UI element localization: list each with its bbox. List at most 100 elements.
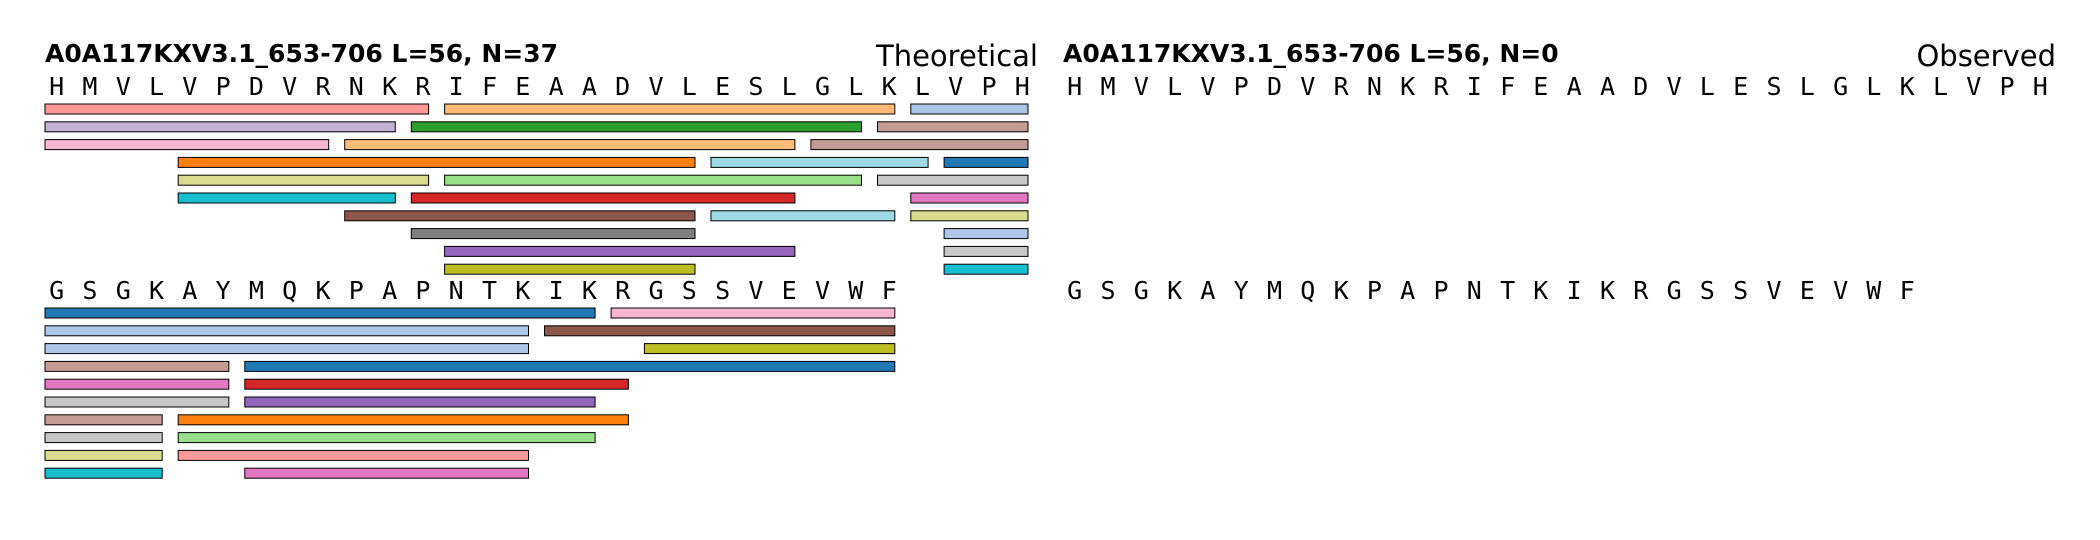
peptide-bar bbox=[244, 396, 596, 408]
peptide-bar bbox=[177, 156, 696, 168]
residue-letter: V bbox=[815, 276, 830, 305]
residue-letter: L bbox=[1800, 72, 1815, 101]
residue-letter: P bbox=[216, 72, 231, 101]
residue-letter: M bbox=[1100, 72, 1115, 101]
residue-letter: G bbox=[116, 276, 131, 305]
peptide-bar bbox=[910, 192, 1029, 204]
peptide-bar bbox=[44, 343, 529, 355]
residue-letter: W bbox=[848, 276, 864, 305]
residue-letter: Q bbox=[1300, 276, 1315, 305]
residue-letter: S bbox=[1700, 276, 1715, 305]
residue-letter: V bbox=[1300, 72, 1315, 101]
peptide-bar bbox=[444, 263, 696, 275]
residue-letter: T bbox=[482, 276, 497, 305]
peptide-bar bbox=[177, 414, 629, 426]
residue-letter: H bbox=[49, 72, 64, 101]
panel-theoretical: A0A117KXV3.1_653-706 L=56, N=37 Theoreti… bbox=[44, 39, 1038, 479]
residue-letter: K bbox=[882, 72, 897, 101]
residue-letter: A bbox=[382, 276, 397, 305]
residue-letter: V bbox=[1766, 276, 1781, 305]
peptide-bar bbox=[44, 307, 596, 319]
residue-letter: G bbox=[1134, 276, 1149, 305]
residue-letter: D bbox=[1267, 72, 1282, 101]
residue-letter: Y bbox=[216, 276, 231, 305]
residue-letter: H bbox=[1067, 72, 1082, 101]
residue-letter: F bbox=[1900, 276, 1915, 305]
residue-letter: N bbox=[349, 72, 364, 101]
residue-letter: K bbox=[315, 276, 330, 305]
residue-letter: N bbox=[1467, 276, 1482, 305]
residue-letter: L bbox=[915, 72, 930, 101]
peptide-bar bbox=[910, 103, 1029, 115]
residue-letter: A bbox=[1200, 276, 1215, 305]
residue-letter: A bbox=[1400, 276, 1415, 305]
residue-letter: D bbox=[1633, 72, 1648, 101]
peptide-bar bbox=[643, 343, 896, 355]
residue-letter: H bbox=[1015, 72, 1030, 101]
mode-label-theoretical: Theoretical bbox=[875, 39, 1038, 73]
residue-letter: A bbox=[1600, 72, 1615, 101]
residue-letter: I bbox=[449, 72, 464, 101]
residue-letter: D bbox=[615, 72, 630, 101]
peptide-bar bbox=[244, 467, 530, 479]
panel-title-observed: A0A117KXV3.1_653-706 L=56, N=0 bbox=[1063, 39, 1559, 68]
peptide-bar bbox=[910, 210, 1029, 222]
peptide-bar bbox=[44, 414, 163, 426]
residue-letter: L bbox=[1700, 72, 1715, 101]
peptide-bar bbox=[710, 210, 896, 222]
peptide-bar bbox=[877, 121, 1029, 133]
residue-letter: G bbox=[49, 276, 64, 305]
peptide-bar bbox=[943, 263, 1029, 275]
residue-letter: I bbox=[549, 276, 564, 305]
residue-letter: R bbox=[615, 276, 631, 305]
residue-letter: S bbox=[1100, 276, 1115, 305]
residue-letter: R bbox=[415, 72, 431, 101]
residue-letter: I bbox=[1567, 276, 1582, 305]
residue-letter: V bbox=[1833, 276, 1848, 305]
peptide-bar bbox=[410, 228, 696, 240]
residue-letter: V bbox=[1134, 72, 1149, 101]
residue-letter: G bbox=[1067, 276, 1082, 305]
peptide-bar bbox=[943, 228, 1029, 240]
residue-letter: V bbox=[182, 72, 197, 101]
residue-letter: S bbox=[1766, 72, 1781, 101]
coverage-map-theoretical: H M V L V P D V R N K R I F E A A D V L E S L G L K L V P HG S G K A Y M Q K P… bbox=[44, 72, 1030, 479]
residue-letter: H bbox=[2033, 72, 2048, 101]
residue-letter: A bbox=[582, 72, 597, 101]
residue-letter: Y bbox=[1234, 276, 1249, 305]
peptide-bar bbox=[244, 360, 896, 372]
residue-letter: V bbox=[1966, 72, 1981, 101]
residue-letter: F bbox=[1500, 72, 1515, 101]
residue-letter: L bbox=[149, 72, 164, 101]
residue-letter: P bbox=[415, 276, 430, 305]
peptide-bar bbox=[44, 467, 163, 479]
peptide-bar bbox=[44, 432, 163, 444]
residue-letter: P bbox=[349, 276, 364, 305]
peptide-bar bbox=[810, 139, 1029, 151]
residue-letter: K bbox=[1167, 276, 1182, 305]
peptide-bar bbox=[244, 378, 629, 390]
peptide-bar bbox=[44, 103, 430, 115]
residue-letter: M bbox=[249, 276, 264, 305]
residue-letter: S bbox=[682, 276, 697, 305]
residue-letter: A bbox=[182, 276, 197, 305]
peptide-bar bbox=[177, 449, 529, 461]
residue-letter: G bbox=[815, 72, 830, 101]
peptide-bar bbox=[410, 192, 796, 204]
residue-letter: L bbox=[848, 72, 863, 101]
residue-letter: M bbox=[1267, 276, 1282, 305]
peptide-bar bbox=[544, 325, 896, 337]
residue-letter: S bbox=[748, 72, 763, 101]
residue-letter: K bbox=[1400, 72, 1415, 101]
residue-letter: V bbox=[1667, 72, 1682, 101]
residue-letter: P bbox=[1234, 72, 1249, 101]
peptide-bar bbox=[44, 139, 330, 151]
residue-letter: E bbox=[715, 72, 730, 101]
residue-letter: G bbox=[1667, 276, 1682, 305]
residue-letter: G bbox=[1833, 72, 1848, 101]
residue-letter: E bbox=[782, 276, 797, 305]
residue-letter: Q bbox=[282, 276, 297, 305]
peptide-bar bbox=[177, 192, 396, 204]
residue-letter: S bbox=[1733, 276, 1748, 305]
residue-letter: P bbox=[1433, 276, 1448, 305]
